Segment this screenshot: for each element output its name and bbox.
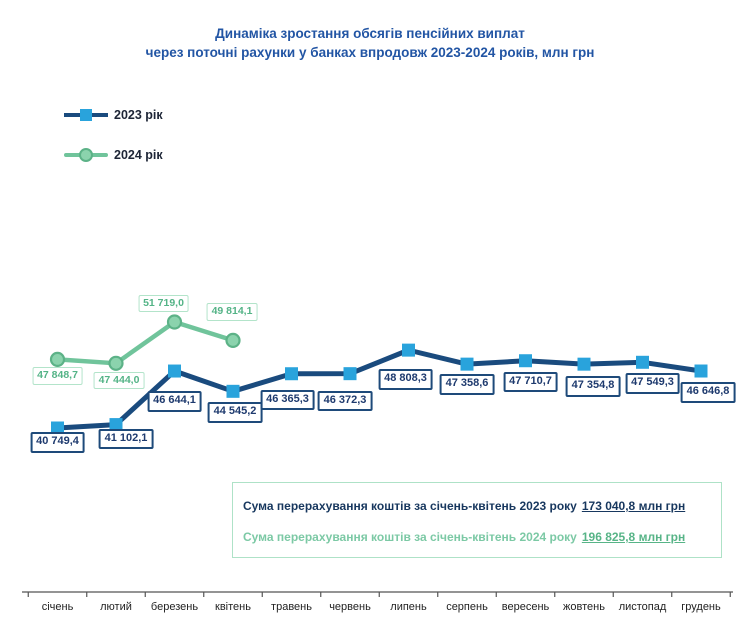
data-label-2023: 47 354,8 [565, 376, 621, 397]
data-label-2023: 40 749,4 [30, 432, 85, 453]
data-label-2023: 47 710,7 [503, 371, 558, 393]
x-axis-label: листопад [618, 601, 667, 613]
data-label-2023: 44 545,2 [207, 402, 263, 424]
x-axis-label: жовтень [563, 601, 605, 613]
x-axis-label: липень [390, 601, 427, 613]
data-label-2023: 48 808,3 [378, 369, 433, 390]
data-label-2024: 47 848,7 [32, 367, 83, 385]
marker-2023 [168, 364, 181, 378]
series-line-2024 [55, 319, 236, 366]
marker-2024 [108, 355, 124, 371]
data-label-2024: 47 444,0 [93, 372, 145, 390]
x-axis-label: березень [150, 601, 199, 613]
legend-item-2024: 2024 рік [64, 143, 163, 167]
x-axis-label: травень [271, 601, 312, 613]
chart-legend: 2023 рік 2024 рік [64, 103, 163, 183]
x-axis-label: червень [329, 601, 371, 613]
x-axis-label: лютий [100, 601, 132, 613]
chart-title: Динаміка зростання обсягів пенсійних вип… [0, 24, 740, 62]
data-label-2023: 46 365,3 [260, 389, 315, 411]
x-axis-label: серпень [446, 601, 488, 613]
summary-line-2024: Сума перерахування коштів за січень-квіт… [243, 522, 711, 553]
x-axis-label: вересень [501, 601, 550, 613]
marker-2023 [402, 343, 415, 357]
marker-2023 [226, 384, 240, 398]
marker-2024 [225, 332, 241, 349]
marker-2023 [343, 367, 357, 381]
marker-2023 [460, 357, 474, 371]
marker-2024 [166, 314, 183, 330]
data-label-2024: 51 719,0 [138, 295, 189, 313]
marker-2023 [577, 357, 591, 371]
marker-2023 [285, 367, 298, 381]
marker-2023 [694, 364, 708, 378]
data-label-2023: 41 102,1 [98, 428, 154, 450]
legend-label-2024: 2024 рік [114, 148, 163, 162]
x-axis-label: грудень [681, 601, 721, 613]
marker-2023 [519, 354, 532, 368]
legend-label-2023: 2023 рік [114, 108, 163, 122]
summary-text-2024: Сума перерахування коштів за січень-квіт… [243, 530, 577, 544]
marker-2024 [49, 351, 66, 367]
line-square-marker-icon [64, 109, 108, 122]
data-label-2024: 49 814,1 [206, 303, 258, 321]
summary-text-2023: Сума перерахування коштів за січень-квіт… [243, 499, 577, 513]
data-label-2023: 46 644,1 [147, 391, 202, 412]
chart-title-line2: через поточні рахунки у банках впродовж … [145, 45, 595, 60]
marker-2023 [636, 355, 649, 369]
marker-2023 [109, 418, 123, 432]
summary-line-2023: Сума перерахування коштів за січень-квіт… [243, 491, 711, 522]
summary-value-2024: 196 825,8 млн грн [581, 530, 686, 544]
line-circle-marker-icon [64, 148, 108, 162]
data-label-2023: 47 358,6 [439, 374, 495, 395]
chart-title-line1: Динаміка зростання обсягів пенсійних вип… [215, 26, 525, 41]
summary-value-2023: 173 040,8 млн грн [581, 499, 686, 513]
summary-box: Сума перерахування коштів за січень-квіт… [232, 482, 722, 558]
x-axis-label: січень [41, 601, 74, 613]
data-label-2023: 46 372,3 [317, 390, 373, 412]
legend-item-2023: 2023 рік [64, 103, 163, 127]
x-axis-label: квітень [215, 601, 251, 613]
marker-2023 [51, 421, 64, 435]
data-label-2023: 47 549,3 [625, 373, 680, 395]
series-line-2023 [55, 347, 704, 431]
data-label-2023: 46 646,8 [680, 382, 736, 403]
